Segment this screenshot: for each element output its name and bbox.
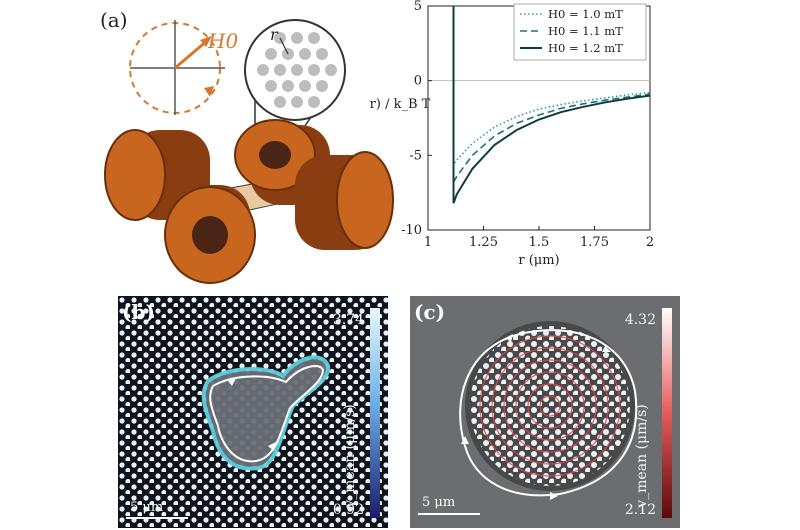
legend-label: H0 = 1.1 mT <box>548 24 623 38</box>
colorbar-c-min: 2.12 <box>625 502 656 518</box>
panel-a-label: (a) <box>100 8 128 32</box>
lattice-spacing-label: r <box>270 25 279 44</box>
x-tick-label: 1.25 <box>469 235 498 250</box>
colorbar-c-label: v_mean (μm/s) <box>634 404 650 508</box>
x-tick-label: 1.75 <box>580 235 609 250</box>
series-line <box>452 6 651 204</box>
x-tick-label: 1 <box>424 235 432 250</box>
scalebar-c-label: 5 μm <box>422 495 455 510</box>
colorbar-b-max: 3.74 <box>333 312 364 328</box>
panel-a-schematic: H0 r <box>104 19 394 284</box>
scalebar-b-label: 5 μm <box>130 500 163 515</box>
y-tick-label: 5 <box>414 0 422 14</box>
potential-chart: 1 1.25 1.5 1.75 2 5 0 -5 -10 r (μm) U(r) / k_B T H0… <box>370 0 654 268</box>
colorbar-c-max: 4.32 <box>625 312 656 328</box>
field-label: H0 <box>207 29 238 53</box>
x-tick-label: 2 <box>646 235 654 250</box>
rotating-field-diagram: H0 <box>129 20 238 115</box>
y-tick-label: 0 <box>414 74 422 89</box>
panel-c-label: (c) <box>414 300 446 324</box>
series-line <box>452 6 651 167</box>
y-tick-label: -5 <box>409 148 422 163</box>
y-tick-label: -10 <box>401 223 422 238</box>
lattice-magnifier: r <box>244 19 346 186</box>
y-axis-label: U(r) / k_B T <box>370 97 431 112</box>
panel-b-micrograph: 3.74 0.92 v_mean (μm/s) 5 μm (b) <box>118 296 388 528</box>
x-axis-label: r (μm) <box>518 253 559 268</box>
legend-label: H0 = 1.0 mT <box>548 7 623 21</box>
rotation-arrow-icon <box>204 86 214 97</box>
legend-label: H0 = 1.2 mT <box>548 41 623 55</box>
colorbar-b-min: 0.92 <box>333 502 364 518</box>
series-line <box>452 6 651 186</box>
colorbar-b-label: v_mean (μm/s) <box>342 404 358 508</box>
panel-c-micrograph: 4.32 2.12 v_mean (μm/s) 5 μm (c) <box>410 296 680 528</box>
coil-setup <box>104 119 394 284</box>
panel-b-label: (b) <box>122 300 155 324</box>
x-tick-label: 1.5 <box>529 235 550 250</box>
